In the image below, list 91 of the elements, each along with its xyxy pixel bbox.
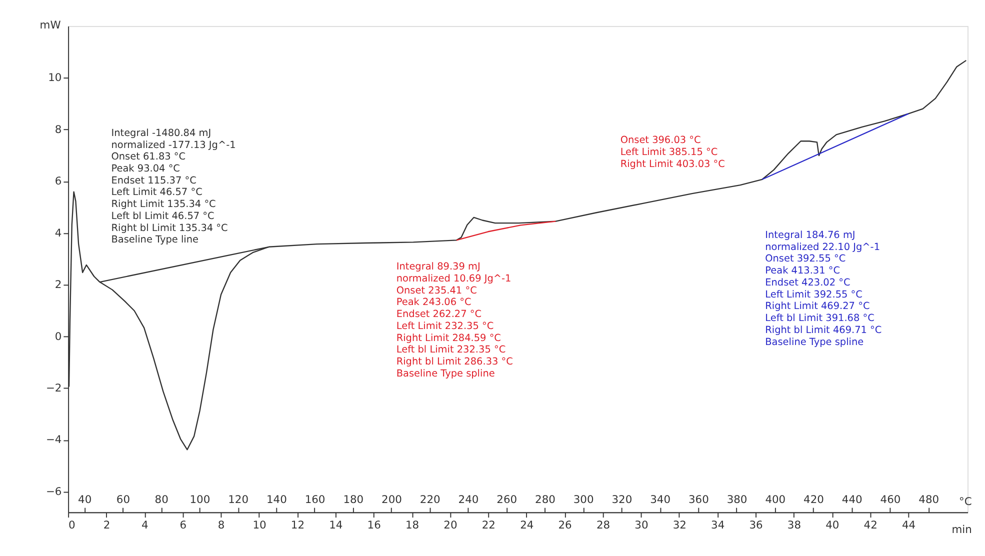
annotation: Onset 235.41 °C (396, 285, 478, 296)
annotation: Right bl Limit 286.33 °C (396, 356, 514, 368)
annotation: Left bl Limit 391.68 °C (765, 313, 875, 324)
x-tick-label: 20 (444, 518, 458, 532)
x2-tick-label: 300 (573, 492, 594, 506)
y-tick-label: −4 (46, 433, 62, 446)
x2-tick-label: 260 (496, 492, 518, 506)
x-tick-label: 12 (290, 518, 305, 532)
x-tick-label: 40 (826, 518, 840, 532)
y-tick-label: 8 (54, 122, 62, 136)
x2-tick-label: 280 (535, 492, 556, 506)
x2-tick-label: 480 (918, 492, 940, 506)
x2-axis-title: °C (959, 494, 972, 508)
annotation: normalized 10.69 Jg^-1 (396, 273, 512, 284)
x2-tick-label: 40 (78, 492, 92, 506)
x-tick-label: 2 (103, 518, 110, 532)
annotation: Integral 184.76 mJ (765, 230, 856, 242)
annotation: Left Limit 46.57 °C (111, 187, 203, 198)
x-tick-label: 18 (405, 518, 420, 532)
x-tick-label: 44 (902, 518, 916, 532)
annotation: Right Limit 135.34 °C (111, 199, 216, 210)
x2-tick-label: 380 (726, 492, 748, 506)
y-tick-label: −2 (46, 381, 62, 394)
y-tick-label: −6 (46, 484, 62, 498)
x2-tick-label: 120 (228, 492, 249, 506)
annotation: normalized 22.10 Jg^-1 (765, 242, 880, 253)
y-tick-label: 10 (48, 71, 62, 84)
x2-tick-label: 460 (880, 492, 901, 506)
x2-tick-label: 100 (190, 492, 210, 506)
x-tick-label: 10 (252, 518, 267, 532)
y-tick-label: 4 (54, 226, 62, 240)
x2-tick-label: 440 (842, 492, 863, 506)
x2-tick-label: 80 (154, 492, 169, 506)
annotation: Right Limit 403.03 °C (620, 158, 726, 170)
x2-tick-label: 240 (458, 492, 479, 506)
annotation: Endset 423.02 °C (765, 277, 850, 288)
annotation: Right Limit 284.59 °C (396, 332, 502, 344)
x-axis-title: min (952, 523, 972, 536)
x-tick-label: 16 (367, 518, 382, 532)
x2-tick-label: 340 (650, 492, 671, 506)
y-tick-label: 6 (54, 174, 62, 188)
x2-tick-label: 420 (804, 492, 824, 506)
x2-tick-label: 400 (765, 492, 786, 506)
annotation: Endset 115.37 °C (111, 175, 197, 186)
x-tick-label: 38 (787, 518, 802, 532)
annotation: Integral -1480.84 mJ (111, 128, 212, 139)
x2-tick-label: 180 (343, 492, 364, 506)
annotation: Right Limit 469.27 °C (765, 301, 870, 312)
annotation: Right bl Limit 469.71 °C (765, 324, 882, 336)
x2-tick-label: 220 (420, 492, 441, 506)
x-tick-label: 4 (142, 518, 149, 532)
annotation: Onset 392.55 °C (765, 254, 846, 265)
x-tick-label: 22 (482, 518, 496, 532)
x2-tick-label: 320 (612, 492, 632, 506)
x-tick-label: 36 (749, 518, 764, 532)
annotation: Peak 93.04 °C (111, 164, 180, 174)
x-tick-label: 6 (180, 518, 187, 532)
annotation: Left bl Limit 46.57 °C (111, 210, 215, 222)
annotation: Peak 243.06 °C (396, 297, 472, 308)
annotation: Baseline Type spline (765, 336, 864, 348)
annotation: Left Limit 392.55 °C (765, 289, 863, 300)
x-tick-label: 0 (68, 518, 76, 532)
annotation: Right bl Limit 135.34 °C (111, 222, 228, 234)
y-tick-label: 0 (54, 330, 62, 343)
x2-tick-label: 360 (688, 492, 710, 506)
annotation: Endset 262.27 °C (396, 309, 482, 320)
y-tick-label: 2 (54, 278, 62, 292)
x2-tick-label: 200 (382, 492, 402, 506)
annotation: Left bl Limit 232.35 °C (396, 344, 506, 356)
x-tick-label: 24 (520, 518, 534, 532)
x2-tick-label: 160 (304, 492, 326, 506)
y-axis-title: mW (40, 18, 62, 32)
x-tick-label: 28 (596, 518, 610, 532)
annotation: Baseline Type spline (396, 368, 495, 380)
x-tick-label: 42 (864, 518, 878, 532)
x-tick-label: 32 (672, 518, 686, 532)
annotation: normalized -177.13 Jg^-1 (111, 140, 236, 151)
x-tick-label: 26 (558, 518, 572, 532)
annotation: Left Limit 385.15 °C (620, 147, 718, 158)
annotation: Left Limit 232.35 °C (396, 320, 494, 332)
x-tick-label: 14 (329, 518, 343, 532)
x-tick-label: 30 (634, 518, 648, 532)
x2-tick-label: 60 (116, 492, 130, 506)
annotation: Peak 413.31 °C (765, 266, 840, 277)
annotation: Onset 396.03 °C (620, 135, 702, 146)
x-tick-label: 8 (218, 518, 225, 532)
x-tick-label: 34 (711, 518, 725, 532)
annotation: Onset 61.83 °C (111, 152, 186, 163)
annotation: Integral 89.39 mJ (396, 262, 480, 273)
annotation: Baseline Type line (111, 234, 199, 246)
x2-tick-label: 140 (266, 492, 288, 506)
